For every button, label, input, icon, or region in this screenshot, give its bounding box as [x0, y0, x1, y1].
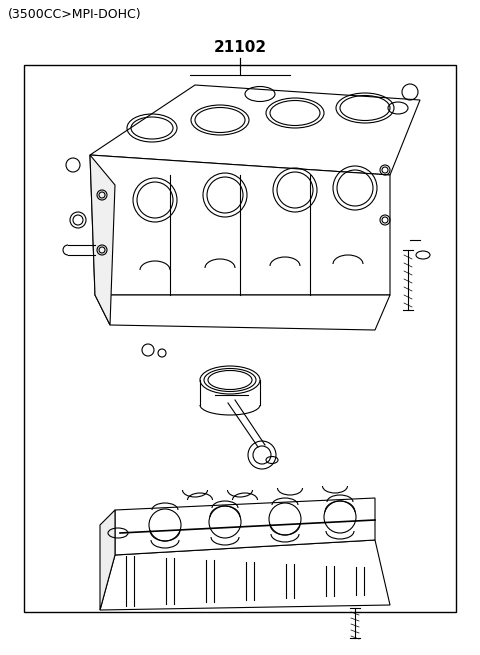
Polygon shape [90, 155, 390, 295]
Polygon shape [115, 498, 375, 555]
Polygon shape [100, 510, 115, 610]
Polygon shape [90, 85, 420, 175]
Polygon shape [100, 540, 390, 610]
Polygon shape [90, 155, 115, 325]
Polygon shape [95, 295, 390, 330]
Text: 21102: 21102 [214, 40, 266, 55]
Text: (3500CC>MPI-DOHC): (3500CC>MPI-DOHC) [8, 8, 142, 21]
